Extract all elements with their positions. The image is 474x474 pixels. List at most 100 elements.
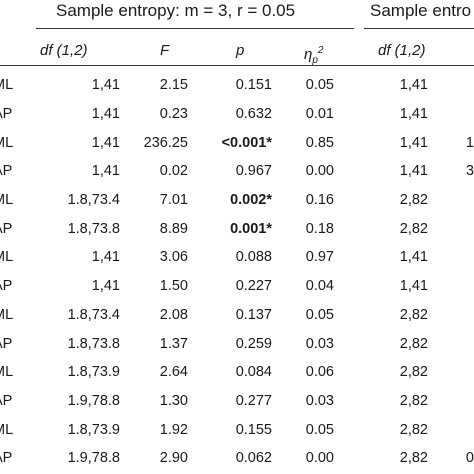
cell-df-2-text: 2,82 <box>399 421 428 438</box>
cell-eta-text: 0.01 <box>305 106 334 123</box>
table-row: ML 1.8,73.9 1.92 0.155 0.05 2,82 <box>0 415 474 444</box>
cell-f-2 <box>428 186 474 215</box>
cell-df: 1,41 <box>36 71 120 100</box>
cell-df: 1,41 <box>36 100 120 129</box>
eta-symbol: η <box>304 46 313 63</box>
cell-eta-text: 0.16 <box>305 192 334 209</box>
cell-df-2: 1,41 <box>334 272 428 301</box>
cell-f-2-text: 0 <box>465 450 474 467</box>
cell-df: 1.8,73.4 <box>36 301 120 330</box>
results-table: ML 1,41 2.15 0.151 0.05 1,41 AP 1,41 0.23 0.632 0.… <box>0 71 474 473</box>
cell-f-text: 1.30 <box>159 392 188 409</box>
cell-f: 1.50 <box>120 272 188 301</box>
cell-df-text: 1,41 <box>91 106 120 123</box>
cell-f-text: 3.06 <box>159 249 188 266</box>
cell-eta: 0.03 <box>272 329 334 358</box>
cell-df: 1,41 <box>36 272 120 301</box>
row-label: ML <box>0 71 36 100</box>
table-row: ML 1.8,73.9 2.64 0.084 0.06 2,82 <box>0 358 474 387</box>
cell-eta: 0.06 <box>272 358 334 387</box>
table-row: AP 1.9,78.8 1.30 0.277 0.03 2,82 <box>0 387 474 416</box>
cell-df-2-text: 2,82 <box>399 450 428 467</box>
cell-df: 1,41 <box>36 128 120 157</box>
cell-df-2: 2,82 <box>334 387 428 416</box>
cell-df-2-text: 1,41 <box>399 134 428 151</box>
cell-f-2: 3 <box>428 157 474 186</box>
row-label-text: ML <box>0 77 14 94</box>
cell-p-text: 0.084 <box>235 364 272 381</box>
cell-f-text: 1.37 <box>159 335 188 352</box>
cell-df-2: 2,82 <box>334 214 428 243</box>
cell-f-2: 0 <box>428 444 474 473</box>
cell-eta-text: 0.00 <box>305 450 334 467</box>
column-header-f: F <box>160 42 170 59</box>
cell-p: 0.227 <box>188 272 272 301</box>
cell-p-text: 0.967 <box>235 163 272 180</box>
cell-df-text: 1.8,73.8 <box>67 220 120 237</box>
row-label-text: ML <box>0 249 14 266</box>
row-label-text: ML <box>0 306 14 323</box>
cell-f: 236.25 <box>120 128 188 157</box>
row-label-text: AP <box>0 335 13 352</box>
cell-df-2-text: 1,41 <box>399 163 428 180</box>
cell-eta-text: 0.05 <box>305 306 334 323</box>
cell-df-2: 2,82 <box>334 415 428 444</box>
cell-df: 1.8,73.9 <box>36 415 120 444</box>
cell-eta-text: 0.00 <box>305 163 334 180</box>
cell-df-text: 1,41 <box>91 249 120 266</box>
cell-f: 2.90 <box>120 444 188 473</box>
cell-f-2-text: 3 <box>465 163 474 180</box>
cell-f-text: 8.89 <box>159 220 188 237</box>
cell-df: 1.8,73.8 <box>36 329 120 358</box>
table-row: ML 1,41 236.25 <0.001* 0.85 1,41 1 <box>0 128 474 157</box>
row-label: AP <box>0 329 36 358</box>
eta-subscript: p <box>312 55 318 66</box>
cell-p-text: 0.227 <box>235 278 272 295</box>
cell-p-text: 0.002* <box>230 192 272 209</box>
cell-df-text: 1.8,73.9 <box>67 364 120 381</box>
cell-f-2 <box>428 243 474 272</box>
cell-eta: 0.00 <box>272 444 334 473</box>
cell-f-2 <box>428 329 474 358</box>
row-label: ML <box>0 128 36 157</box>
table-row: AP 1.9,78.8 2.90 0.062 0.00 2,82 0 <box>0 444 474 473</box>
table-row: ML 1,41 2.15 0.151 0.05 1,41 <box>0 71 474 100</box>
group-underline-1 <box>36 28 354 29</box>
cell-f: 0.23 <box>120 100 188 129</box>
cell-eta-text: 0.85 <box>305 134 334 151</box>
row-label-text: AP <box>0 220 13 237</box>
cell-p-text: 0.001* <box>230 220 272 237</box>
cell-p-text: 0.277 <box>235 392 272 409</box>
cell-f: 8.89 <box>120 214 188 243</box>
cell-df-text: 1.8,73.4 <box>67 306 120 323</box>
table-row: AP 1,41 0.23 0.632 0.01 1,41 <box>0 100 474 129</box>
cell-df: 1.8,73.4 <box>36 186 120 215</box>
row-label: ML <box>0 243 36 272</box>
cell-p: 0.062 <box>188 444 272 473</box>
row-label: AP <box>0 387 36 416</box>
cell-f-2 <box>428 214 474 243</box>
cell-f-2 <box>428 301 474 330</box>
row-label-text: ML <box>0 134 14 151</box>
cell-p: 0.259 <box>188 329 272 358</box>
row-label-text: ML <box>0 192 14 209</box>
cell-f-text: 0.02 <box>159 163 188 180</box>
cell-p-text: 0.155 <box>235 421 272 438</box>
cell-f-text: 1.92 <box>159 421 188 438</box>
cell-df-text: 1.8,73.8 <box>67 335 120 352</box>
cell-df: 1,41 <box>36 243 120 272</box>
row-label: AP <box>0 444 36 473</box>
cell-df-text: 1,41 <box>91 134 120 151</box>
table-row: ML 1,41 3.06 0.088 0.97 1,41 <box>0 243 474 272</box>
row-label-text: ML <box>0 364 14 381</box>
cell-p: 0.151 <box>188 71 272 100</box>
cell-f-text: 236.25 <box>143 134 188 151</box>
cell-df-text: 1.8,73.4 <box>67 192 120 209</box>
cell-eta: 0.03 <box>272 387 334 416</box>
cell-f-text: 2.90 <box>159 450 188 467</box>
row-label-text: AP <box>0 450 13 467</box>
cell-df-2-text: 2,82 <box>399 220 428 237</box>
cell-p-text: 0.151 <box>235 77 272 94</box>
row-label: AP <box>0 214 36 243</box>
cell-df-2: 1,41 <box>334 100 428 129</box>
